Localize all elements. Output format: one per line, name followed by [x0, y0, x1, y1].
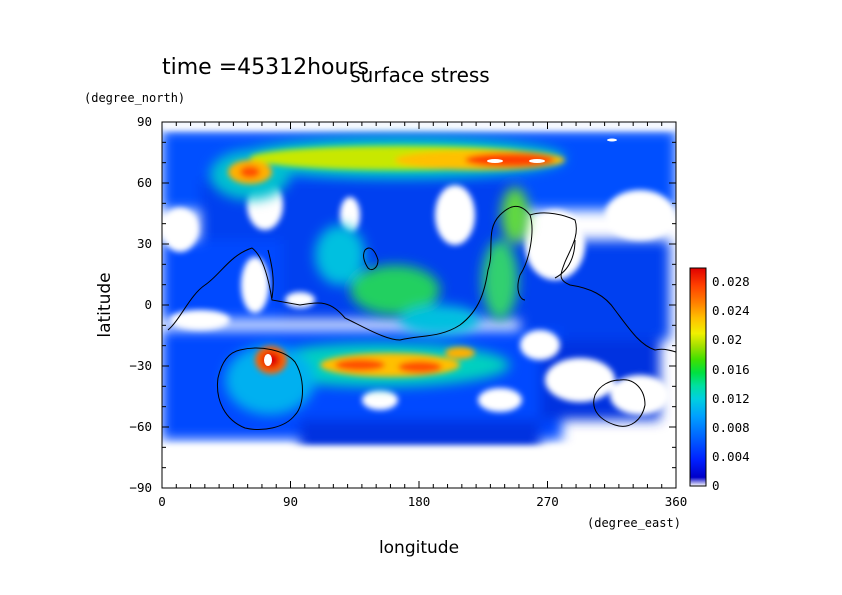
y-tick-label: −30	[129, 358, 152, 373]
x-unit-label: (degree_east)	[587, 516, 681, 530]
x-tick-label: 90	[283, 494, 298, 509]
x-tick-label: 270	[536, 494, 559, 509]
chart-subtitle: time =45312hours	[162, 55, 369, 80]
colorbar	[689, 267, 707, 487]
stress-field	[162, 122, 676, 488]
y-tick-label: −60	[129, 419, 152, 434]
coastlines	[167, 205, 676, 430]
colorbar-tick-labels: 0.028 0.024 0.02 0.016 0.012 0.008 0.004…	[712, 274, 750, 493]
y-tick-label: 30	[137, 236, 152, 251]
y-unit-label: (degree_north)	[84, 91, 185, 105]
colorbar-tick-label: 0.012	[712, 391, 750, 406]
x-tick-label: 360	[665, 494, 688, 509]
x-tick-label: 180	[408, 494, 431, 509]
x-axis-label: longitude	[379, 538, 459, 558]
colorbar-tick-label: 0.02	[712, 332, 742, 347]
colorbar-tick-label: 0	[712, 478, 720, 493]
y-tick-label: 90	[137, 114, 152, 129]
colorbar-tick-label: 0.004	[712, 449, 750, 464]
colorbar-tick-label: 0.024	[712, 303, 750, 318]
y-tick-label: 60	[137, 175, 152, 190]
y-tick-label: −90	[129, 480, 152, 495]
minor-ticks	[161, 121, 677, 489]
chart-title: surface stress	[350, 63, 489, 87]
colorbar-tick-label: 0.008	[712, 420, 750, 435]
y-axis-label: latitude	[95, 272, 115, 337]
x-tick-label: 0	[158, 494, 166, 509]
colorbar-tick-label: 0.028	[712, 274, 750, 289]
y-tick-labels: 90 60 30 0 −30 −60 −90	[129, 114, 152, 495]
colorbar-tick-label: 0.016	[712, 362, 750, 377]
y-tick-label: 0	[144, 297, 152, 312]
x-tick-labels: 0 90 180 270 360	[158, 494, 687, 509]
